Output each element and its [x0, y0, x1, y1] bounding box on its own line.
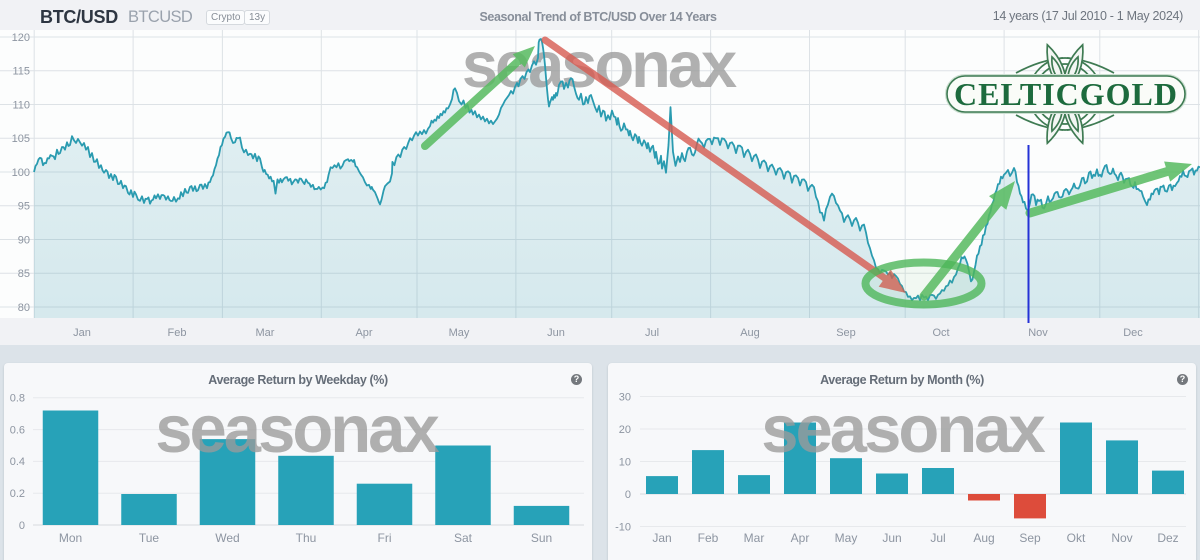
svg-text:Mar: Mar [256, 327, 275, 339]
svg-text:Jan: Jan [652, 531, 671, 545]
svg-text:seasonax: seasonax [761, 392, 1045, 467]
svg-text:85: 85 [18, 268, 30, 280]
svg-text:110: 110 [12, 99, 30, 111]
svg-text:95: 95 [18, 201, 30, 213]
svg-text:Sep: Sep [1019, 531, 1041, 545]
svg-text:Tue: Tue [139, 531, 160, 545]
svg-text:Apr: Apr [355, 327, 372, 339]
svg-text:seasonax: seasonax [155, 392, 439, 467]
svg-text:Fri: Fri [378, 531, 392, 545]
svg-text:Thu: Thu [296, 531, 317, 545]
svg-text:Oct: Oct [932, 327, 949, 339]
svg-text:Nov: Nov [1028, 327, 1048, 339]
svg-text:20: 20 [619, 424, 631, 436]
svg-text:0.8: 0.8 [10, 393, 25, 405]
svg-text:120: 120 [12, 32, 30, 44]
svg-text:100: 100 [12, 167, 30, 179]
svg-text:Feb: Feb [168, 327, 187, 339]
svg-text:0: 0 [625, 489, 631, 501]
svg-text:Wed: Wed [215, 531, 239, 545]
svg-text:105: 105 [12, 133, 30, 145]
svg-text:May: May [835, 531, 858, 545]
svg-text:-10: -10 [615, 521, 631, 533]
svg-text:0.4: 0.4 [10, 456, 25, 468]
svg-text:0.2: 0.2 [10, 488, 25, 500]
svg-text:Apr: Apr [791, 531, 810, 545]
svg-text:Jul: Jul [930, 531, 945, 545]
svg-text:115: 115 [12, 66, 30, 78]
svg-text:Mar: Mar [744, 531, 765, 545]
svg-text:Jan: Jan [73, 327, 91, 339]
svg-text:Dec: Dec [1123, 327, 1143, 339]
svg-text:Jul: Jul [645, 327, 659, 339]
svg-text:Aug: Aug [740, 327, 760, 339]
svg-text:Sun: Sun [531, 531, 552, 545]
svg-text:30: 30 [619, 391, 631, 403]
svg-text:Mon: Mon [59, 531, 82, 545]
svg-text:Jun: Jun [882, 531, 901, 545]
svg-text:Sat: Sat [454, 531, 473, 545]
svg-text:90: 90 [18, 234, 30, 246]
svg-text:0.6: 0.6 [10, 424, 25, 436]
svg-text:Dez: Dez [1157, 531, 1178, 545]
svg-text:Sep: Sep [836, 327, 856, 339]
svg-text:Feb: Feb [698, 531, 719, 545]
svg-text:80: 80 [18, 302, 30, 314]
svg-text:Nov: Nov [1111, 531, 1132, 545]
svg-text:CELTICGOLD: CELTICGOLD [954, 76, 1178, 112]
svg-text:seasonax: seasonax [462, 28, 737, 101]
svg-text:May: May [449, 327, 470, 339]
svg-text:Jun: Jun [547, 327, 565, 339]
svg-text:10: 10 [619, 456, 631, 468]
svg-text:0: 0 [19, 520, 25, 532]
svg-text:Aug: Aug [973, 531, 994, 545]
svg-text:Okt: Okt [1067, 531, 1086, 545]
